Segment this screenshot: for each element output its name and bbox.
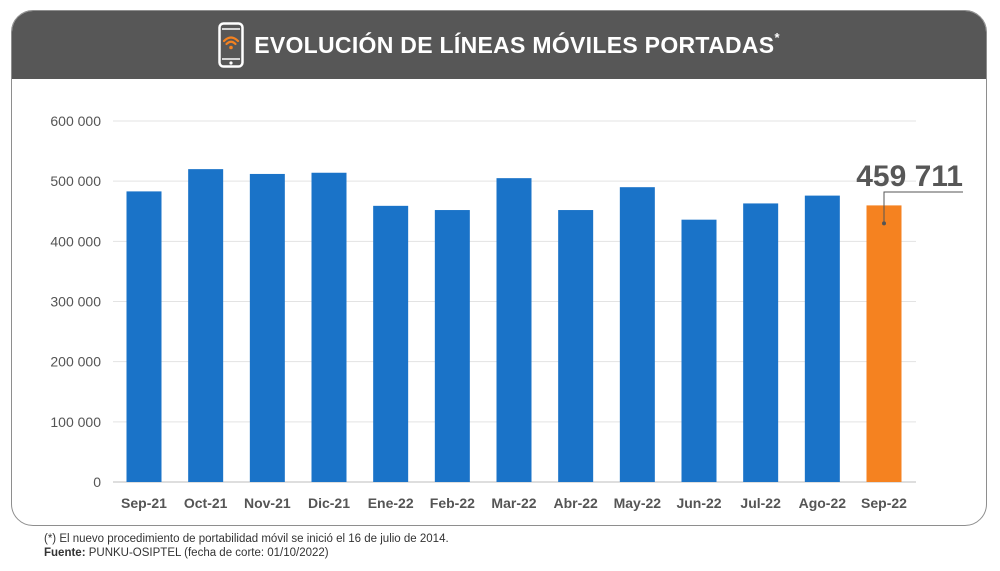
bar xyxy=(743,203,779,482)
x-tick-label: May-22 xyxy=(614,495,662,511)
annotation-label: 459 711 xyxy=(856,160,963,193)
x-tick-label: Sep-22 xyxy=(861,495,907,511)
bar xyxy=(126,191,162,482)
y-tick-label: 600 000 xyxy=(50,113,101,129)
chart-header: EVOLUCIÓN DE LÍNEAS MÓVILES PORTADAS* xyxy=(12,11,986,79)
bar xyxy=(373,205,409,482)
bar xyxy=(866,205,902,482)
bar xyxy=(558,210,594,482)
chart-title: EVOLUCIÓN DE LÍNEAS MÓVILES PORTADAS* xyxy=(254,29,780,58)
y-tick-label: 100 000 xyxy=(50,414,101,430)
x-tick-label: Mar-22 xyxy=(491,495,536,511)
footnote: (*) El nuevo procedimiento de portabilid… xyxy=(44,532,449,560)
x-tick-label: Abr-22 xyxy=(553,495,598,511)
x-tick-label: Jul-22 xyxy=(740,495,781,511)
bar xyxy=(311,172,347,482)
x-tick-label: Feb-22 xyxy=(430,495,475,511)
mobile-phone-signal-icon xyxy=(218,22,244,68)
y-tick-label: 400 000 xyxy=(50,233,101,249)
y-tick-label: 0 xyxy=(93,474,101,490)
x-tick-label: Sep-21 xyxy=(121,495,167,511)
footnote-note: (*) El nuevo procedimiento de portabilid… xyxy=(44,533,449,545)
bar xyxy=(496,178,532,483)
annotation-leader xyxy=(883,191,963,224)
bar xyxy=(619,187,655,482)
x-tick-label: Ago-22 xyxy=(799,495,847,511)
x-tick-label: Dic-21 xyxy=(308,495,350,511)
bar xyxy=(188,169,224,482)
bar xyxy=(434,210,470,482)
x-tick-label: Ene-22 xyxy=(368,495,414,511)
footnote-source: Fuente: PUNKU-OSIPTEL (fecha de corte: 0… xyxy=(44,547,329,559)
x-tick-label: Nov-21 xyxy=(244,495,291,511)
y-tick-label: 500 000 xyxy=(50,173,101,189)
y-tick-label: 300 000 xyxy=(50,294,101,310)
x-tick-label: Oct-21 xyxy=(184,495,228,511)
bar xyxy=(804,195,840,482)
x-tick-label: Jun-22 xyxy=(676,495,721,511)
bar xyxy=(249,173,285,483)
bar-chart: 0 100 000 200 000 300 000 400 000 500 000 600 … xyxy=(50,113,963,511)
y-tick-label: 200 000 xyxy=(50,354,101,370)
bar xyxy=(681,219,717,482)
